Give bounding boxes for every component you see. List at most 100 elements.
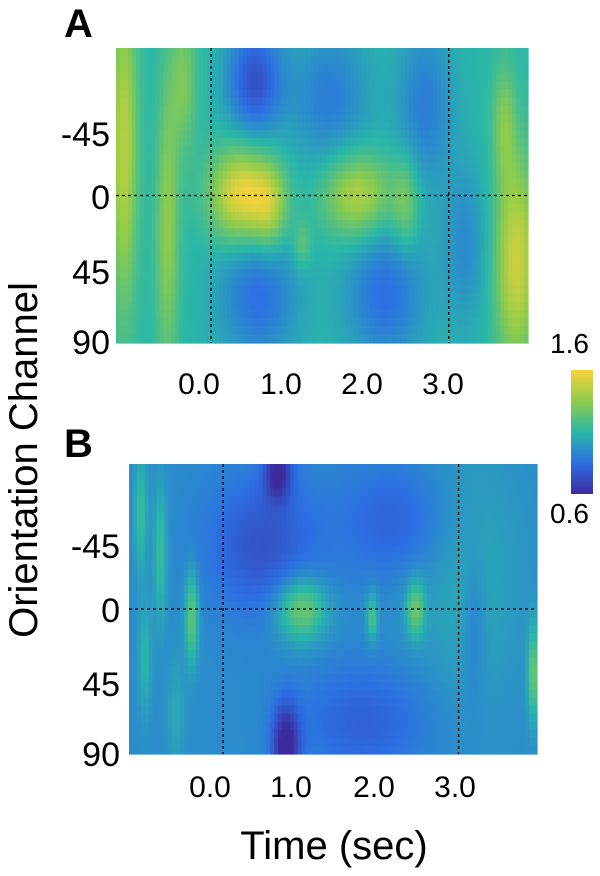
heatmap-cell <box>119 269 125 279</box>
heatmap-cell <box>345 97 351 106</box>
heatmap-cell <box>421 97 426 106</box>
heatmap-cell <box>419 528 424 538</box>
heatmap-cell <box>266 80 272 90</box>
heatmap-cell <box>496 310 501 320</box>
heatmap-cell <box>238 211 244 221</box>
heatmap-cell <box>405 64 410 74</box>
heatmap-cell <box>337 121 343 131</box>
heatmap-cell <box>258 88 264 98</box>
heatmap-cell <box>387 464 393 473</box>
heatmap-cell <box>306 187 311 197</box>
heatmap-cell <box>361 318 367 328</box>
heatmap-cell <box>333 269 339 279</box>
heatmap-cell <box>428 318 434 328</box>
heatmap-cell <box>199 326 204 336</box>
heatmap-cell <box>313 480 318 489</box>
heatmap-cell <box>132 472 138 481</box>
heatmap-cell <box>131 277 137 287</box>
heatmap-cell <box>405 187 410 197</box>
heatmap-cell <box>250 179 256 188</box>
heatmap-cell <box>246 64 252 74</box>
heatmap-cell <box>187 220 192 229</box>
heatmap-cell <box>203 293 208 303</box>
heatmap-cell <box>357 195 363 205</box>
heatmap-cell <box>215 269 220 279</box>
heatmap-cell <box>289 512 295 521</box>
heatmap-cell <box>340 536 346 546</box>
heatmap-cell <box>168 488 173 497</box>
heatmap-cell <box>230 72 236 82</box>
heatmap-cell <box>361 195 367 205</box>
heatmap-cell <box>187 293 192 303</box>
heatmap-cell <box>139 285 145 295</box>
heatmap-cell <box>147 146 153 156</box>
heatmap-cell <box>488 293 493 303</box>
heatmap-cell <box>450 488 456 497</box>
heatmap-cell <box>401 154 406 164</box>
heatmap-cell <box>505 480 511 489</box>
heatmap-cell <box>405 179 410 188</box>
heatmap-cell <box>436 211 442 221</box>
heatmap-cell <box>345 146 351 156</box>
heatmap-cell <box>127 310 133 320</box>
heatmap-cell <box>219 64 224 74</box>
heatmap-cell <box>123 211 129 221</box>
heatmap-cell <box>262 528 267 538</box>
heatmap-cell <box>333 162 339 172</box>
heatmap-cell <box>270 121 276 131</box>
heatmap-cell <box>349 80 355 90</box>
heatmap-cell <box>234 277 240 287</box>
heatmap-cell <box>262 293 268 303</box>
heatmap-cell <box>524 179 529 188</box>
heatmap-cell <box>492 285 497 295</box>
heatmap-cell <box>348 504 354 513</box>
heatmap-cell <box>484 334 489 344</box>
heatmap-cell <box>290 261 295 270</box>
heatmap-cell <box>329 261 335 270</box>
heatmap-cell <box>168 472 173 481</box>
heatmap-cell <box>405 138 410 147</box>
heatmap-cell <box>484 293 489 303</box>
heatmap-cell <box>468 244 474 254</box>
heatmap-cell <box>480 269 486 279</box>
heatmap-cell <box>397 269 402 279</box>
heatmap-cell <box>317 544 322 554</box>
heatmap-cell <box>353 170 359 180</box>
heatmap-cell <box>417 162 422 172</box>
heatmap-cell <box>345 187 351 197</box>
heatmap-cell <box>167 285 173 295</box>
heatmap-cell <box>389 179 394 188</box>
heatmap-cell <box>282 302 287 311</box>
heatmap-cell <box>274 48 280 57</box>
heatmap-cell <box>179 113 184 123</box>
heatmap-cell <box>176 496 181 505</box>
heatmap-cell <box>360 496 365 505</box>
heatmap-cell <box>290 129 295 139</box>
heatmap-cell <box>309 472 314 481</box>
heatmap-cell <box>349 244 355 254</box>
heatmap-cell <box>191 56 196 65</box>
heatmap-cell <box>151 88 157 98</box>
heatmap-cell <box>222 302 228 311</box>
heatmap-cell <box>484 154 489 164</box>
heatmap-cell <box>448 285 454 295</box>
heatmap-cell <box>452 318 458 328</box>
heatmap-cell <box>397 72 402 82</box>
heatmap-cell <box>156 520 161 530</box>
heatmap-cell <box>464 48 470 57</box>
heatmap-cell <box>234 269 240 279</box>
heatmap-cell <box>262 88 268 98</box>
heatmap-cell <box>454 488 460 497</box>
heatmap-cell <box>203 472 209 481</box>
heatmap-cell <box>405 261 410 270</box>
heatmap-cell <box>250 544 256 554</box>
heatmap-cell <box>203 129 208 139</box>
heatmap-cell <box>484 138 489 147</box>
heatmap-cell <box>340 520 346 530</box>
heatmap-cell <box>458 520 464 530</box>
heatmap-cell <box>341 121 347 131</box>
heatmap-cell <box>119 121 125 131</box>
heatmap-cell <box>294 195 299 205</box>
heatmap-cell <box>222 334 228 344</box>
heatmap-cell <box>360 552 365 562</box>
